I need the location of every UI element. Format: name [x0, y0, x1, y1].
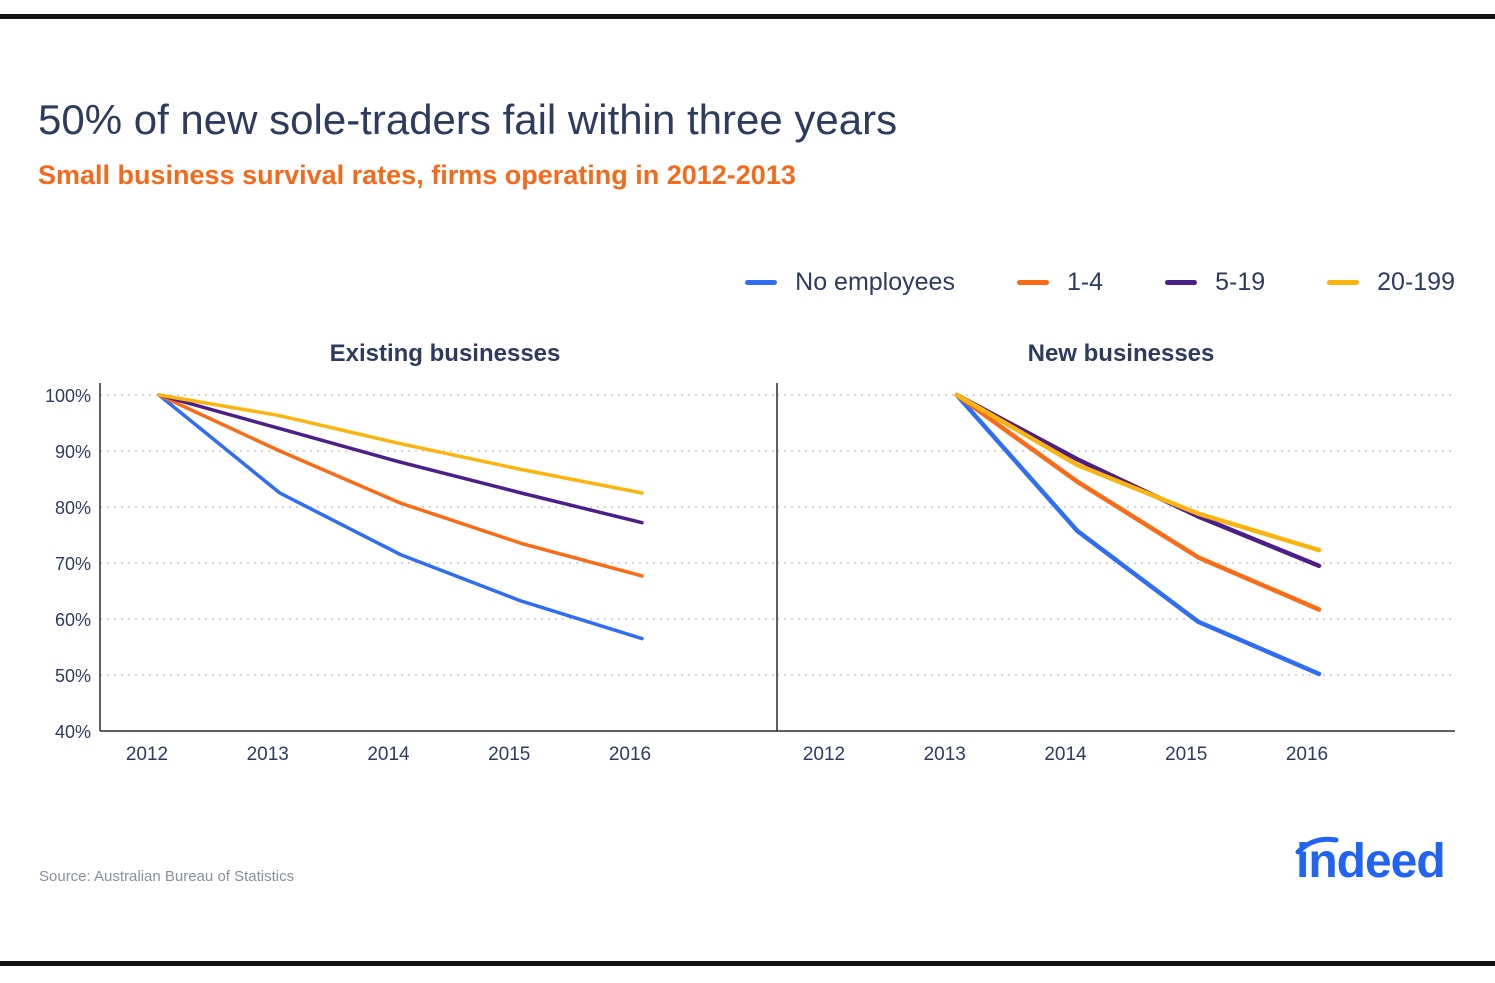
legend-swatch	[745, 280, 778, 285]
series-line	[954, 392, 1322, 612]
x-tick-label: 2012	[803, 744, 845, 765]
legend: No employees 1-4 5-19 20-199	[683, 268, 1455, 297]
source-note: Source: Australian Bureau of Statistics	[39, 868, 295, 885]
x-tick-label: 2015	[488, 744, 530, 765]
legend-label: 20-199	[1377, 268, 1455, 296]
x-tick-label: 2013	[924, 744, 966, 765]
bottom-rule	[0, 961, 1495, 966]
legend-item-20-199: 20-199	[1327, 268, 1455, 297]
y-tick-label: 90%	[55, 442, 91, 462]
y-tick-label: 50%	[55, 666, 91, 686]
logo-swoosh-icon	[1295, 836, 1339, 855]
legend-item-1-4: 1-4	[1016, 268, 1104, 297]
chart-title: 50% of new sole-traders fail within thre…	[38, 96, 898, 143]
y-tick-label: 80%	[55, 498, 91, 518]
y-tick-label: 100%	[45, 386, 91, 406]
y-tick-label: 40%	[55, 722, 91, 742]
x-tick-label: 2012	[126, 744, 168, 765]
y-tick-label: 60%	[55, 610, 91, 630]
x-tick-label: 2016	[1286, 744, 1328, 765]
chart-subtitle: Small business survival rates, firms ope…	[38, 160, 796, 190]
series-line	[954, 392, 1322, 677]
x-tick-label: 2015	[1165, 744, 1207, 765]
x-tick-label: 2014	[367, 744, 410, 765]
panel-title: Existing businesses	[330, 340, 561, 367]
x-tick-label: 2013	[247, 744, 289, 765]
x-tick-label: 2016	[609, 744, 651, 765]
legend-label: 1-4	[1066, 268, 1104, 296]
indeed-logo: indeed	[1284, 832, 1459, 892]
series-line	[157, 393, 644, 525]
legend-swatch	[1165, 280, 1198, 285]
legend-item-no-employees: No employees	[745, 268, 955, 297]
series-line	[157, 393, 644, 641]
legend-swatch	[1016, 280, 1049, 285]
legend-swatch	[1327, 280, 1360, 285]
series-line	[954, 392, 1322, 553]
series-line	[157, 393, 644, 578]
legend-item-5-19: 5-19	[1165, 268, 1265, 297]
legend-label: No employees	[795, 268, 955, 296]
panel-title: New businesses	[1028, 340, 1215, 367]
series-line	[157, 393, 644, 495]
series-line	[954, 392, 1322, 569]
legend-label: 5-19	[1215, 268, 1266, 296]
logo-text: indeed	[1296, 835, 1446, 888]
x-tick-label: 2014	[1044, 744, 1087, 765]
y-tick-label: 70%	[55, 554, 91, 574]
top-rule	[0, 14, 1495, 19]
